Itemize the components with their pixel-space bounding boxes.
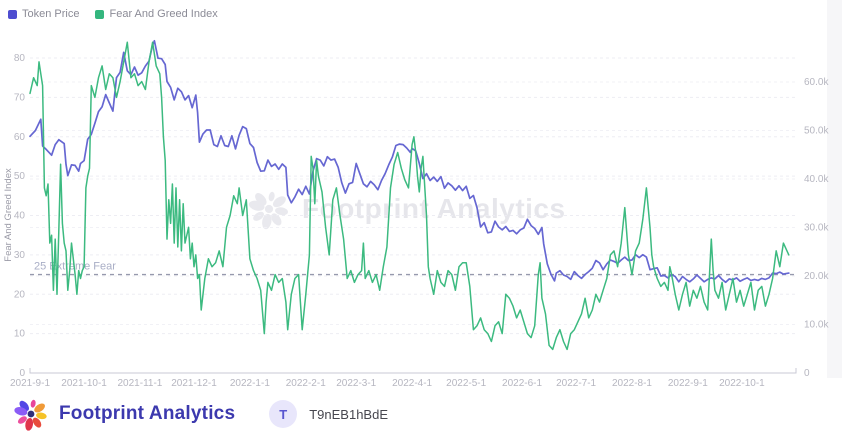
right-axis-tick: 40.0k (804, 174, 829, 185)
right-axis-tick: 10.0k (804, 320, 829, 331)
x-axis-tick: 2022-6-1 (502, 378, 542, 389)
x-axis-tick: 2022-1-1 (230, 378, 270, 389)
left-axis-title: Fear And Greed Index (3, 168, 14, 262)
x-axis-tick: 2022-2-1 (286, 378, 326, 389)
x-axis-tick: 2022-10-1 (719, 378, 765, 389)
x-axis-tick: 2021-10-1 (61, 378, 107, 389)
left-axis-tick: 80 (14, 53, 26, 64)
x-axis-tick: 2021-9-1 (10, 378, 50, 389)
series-line-fear-and-greed-index (29, 41, 790, 351)
chart-id-text: T9nEB1hBdE (309, 406, 388, 422)
legend-label-fear-greed: Fear And Greed Index (109, 8, 218, 20)
x-axis-tick: 2021-11-1 (118, 378, 163, 389)
right-axis-tick: 60.0k (804, 77, 829, 88)
x-axis-tick: 2021-12-1 (171, 378, 217, 389)
fear-greed-swatch-icon (95, 9, 105, 19)
x-axis-tick: 2022-9-1 (668, 378, 708, 389)
x-axis-tick: 2022-7-1 (556, 378, 596, 389)
token-price-fear-greed-chart: 0 10 20 30 40 50 60 70 80 0 10.0k 20.0k 30.0k 40.0k 50… (3, 39, 829, 389)
left-axis-tick: 40 (14, 211, 26, 222)
scrollbar-track (827, 0, 842, 378)
chart-id-badge: T (269, 400, 298, 428)
x-axis-tick: 2022-3-1 (336, 378, 376, 389)
x-axis-tick: 2022-4-1 (392, 378, 432, 389)
x-axis-line (29, 368, 797, 374)
left-axis-tick: 30 (14, 250, 26, 261)
brand-name: Footprint Analytics (59, 403, 236, 424)
left-axis-tick: 50 (14, 171, 26, 182)
token-price-swatch-icon (8, 9, 17, 19)
series-line-token-price (29, 39, 790, 284)
legend-label-token-price: Token Price (22, 8, 80, 20)
chart-legend: Token Price Fear And Greed Index (8, 8, 218, 20)
left-axis-tick: 20 (14, 289, 26, 300)
footer-bar: Footprint Analytics T T9nEB1hBdE (12, 392, 388, 436)
right-axis-tick: 20.0k (804, 271, 829, 282)
right-axis-tick: 30.0k (804, 223, 829, 234)
right-axis-tick: 50.0k (804, 126, 829, 137)
legend-item-token-price[interactable]: Token Price (8, 8, 79, 20)
left-axis-tick: 60 (14, 132, 26, 143)
right-axis-tick: 0 (804, 368, 810, 379)
x-axis-tick: 2022-8-1 (612, 378, 652, 389)
left-axis-tick: 0 (19, 368, 25, 379)
x-axis-tick: 2022-5-1 (446, 378, 486, 389)
footprint-logo-icon (14, 399, 47, 431)
legend-item-fear-greed[interactable]: Fear And Greed Index (95, 8, 218, 20)
left-axis-tick: 10 (14, 329, 26, 340)
left-axis-tick: 70 (14, 92, 26, 103)
